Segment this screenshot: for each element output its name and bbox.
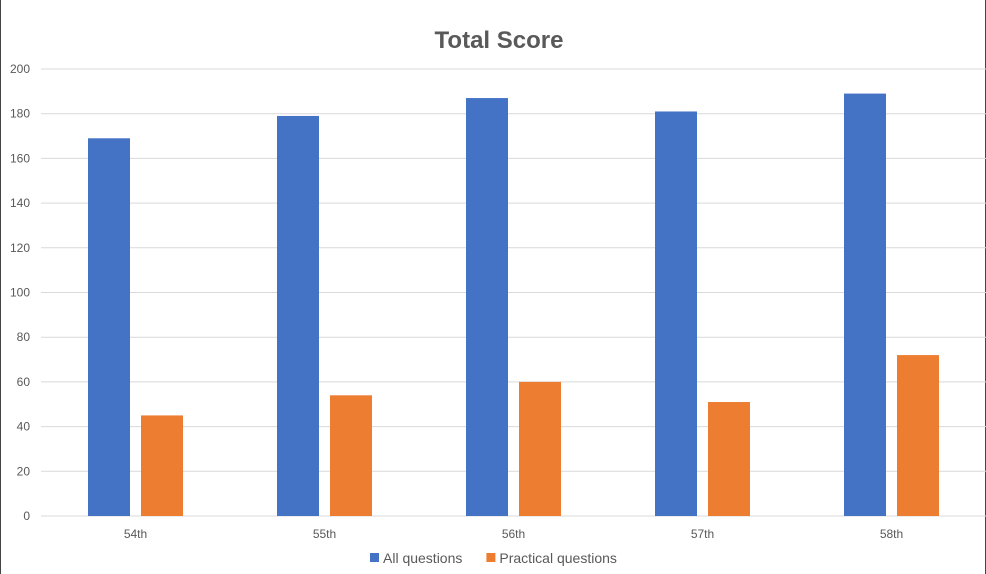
bar-all-questions-56th xyxy=(466,98,508,517)
chart-title: Total Score xyxy=(435,27,564,54)
x-tick-label: 58th xyxy=(880,527,903,541)
bar-all-questions-57th xyxy=(655,111,697,516)
y-tick-label: 100 xyxy=(10,286,30,300)
legend-swatch xyxy=(486,553,496,562)
y-tick-label: 60 xyxy=(17,375,31,389)
bar-all-questions-54th xyxy=(88,138,130,516)
x-tick-label: 56th xyxy=(502,527,525,541)
bar-all-questions-55th xyxy=(277,115,319,516)
bar-practical-questions-57th xyxy=(708,402,750,516)
bar-practical-questions-56th xyxy=(519,381,561,516)
y-tick-label: 180 xyxy=(10,107,30,121)
x-tick-label: 54th xyxy=(124,527,147,541)
x-tick-label: 55th xyxy=(313,527,336,541)
y-tick-label: 120 xyxy=(10,241,30,255)
bar-practical-questions-55th xyxy=(330,395,372,516)
bar-practical-questions-54th xyxy=(141,415,183,516)
y-tick-label: 140 xyxy=(10,196,30,210)
y-tick-label: 0 xyxy=(23,509,30,523)
bar-practical-questions-58th xyxy=(897,355,939,516)
legend-label: Practical questions xyxy=(499,550,617,566)
y-tick-label: 40 xyxy=(17,420,31,434)
y-tick-label: 200 xyxy=(10,62,30,76)
x-tick-label: 57th xyxy=(691,527,714,541)
legend-swatch xyxy=(370,553,379,562)
y-tick-label: 160 xyxy=(10,151,30,165)
bar-all-questions-58th xyxy=(844,93,886,517)
legend-label: All questions xyxy=(383,550,462,566)
y-tick-label: 20 xyxy=(17,464,31,478)
y-tick-label: 80 xyxy=(17,330,31,344)
